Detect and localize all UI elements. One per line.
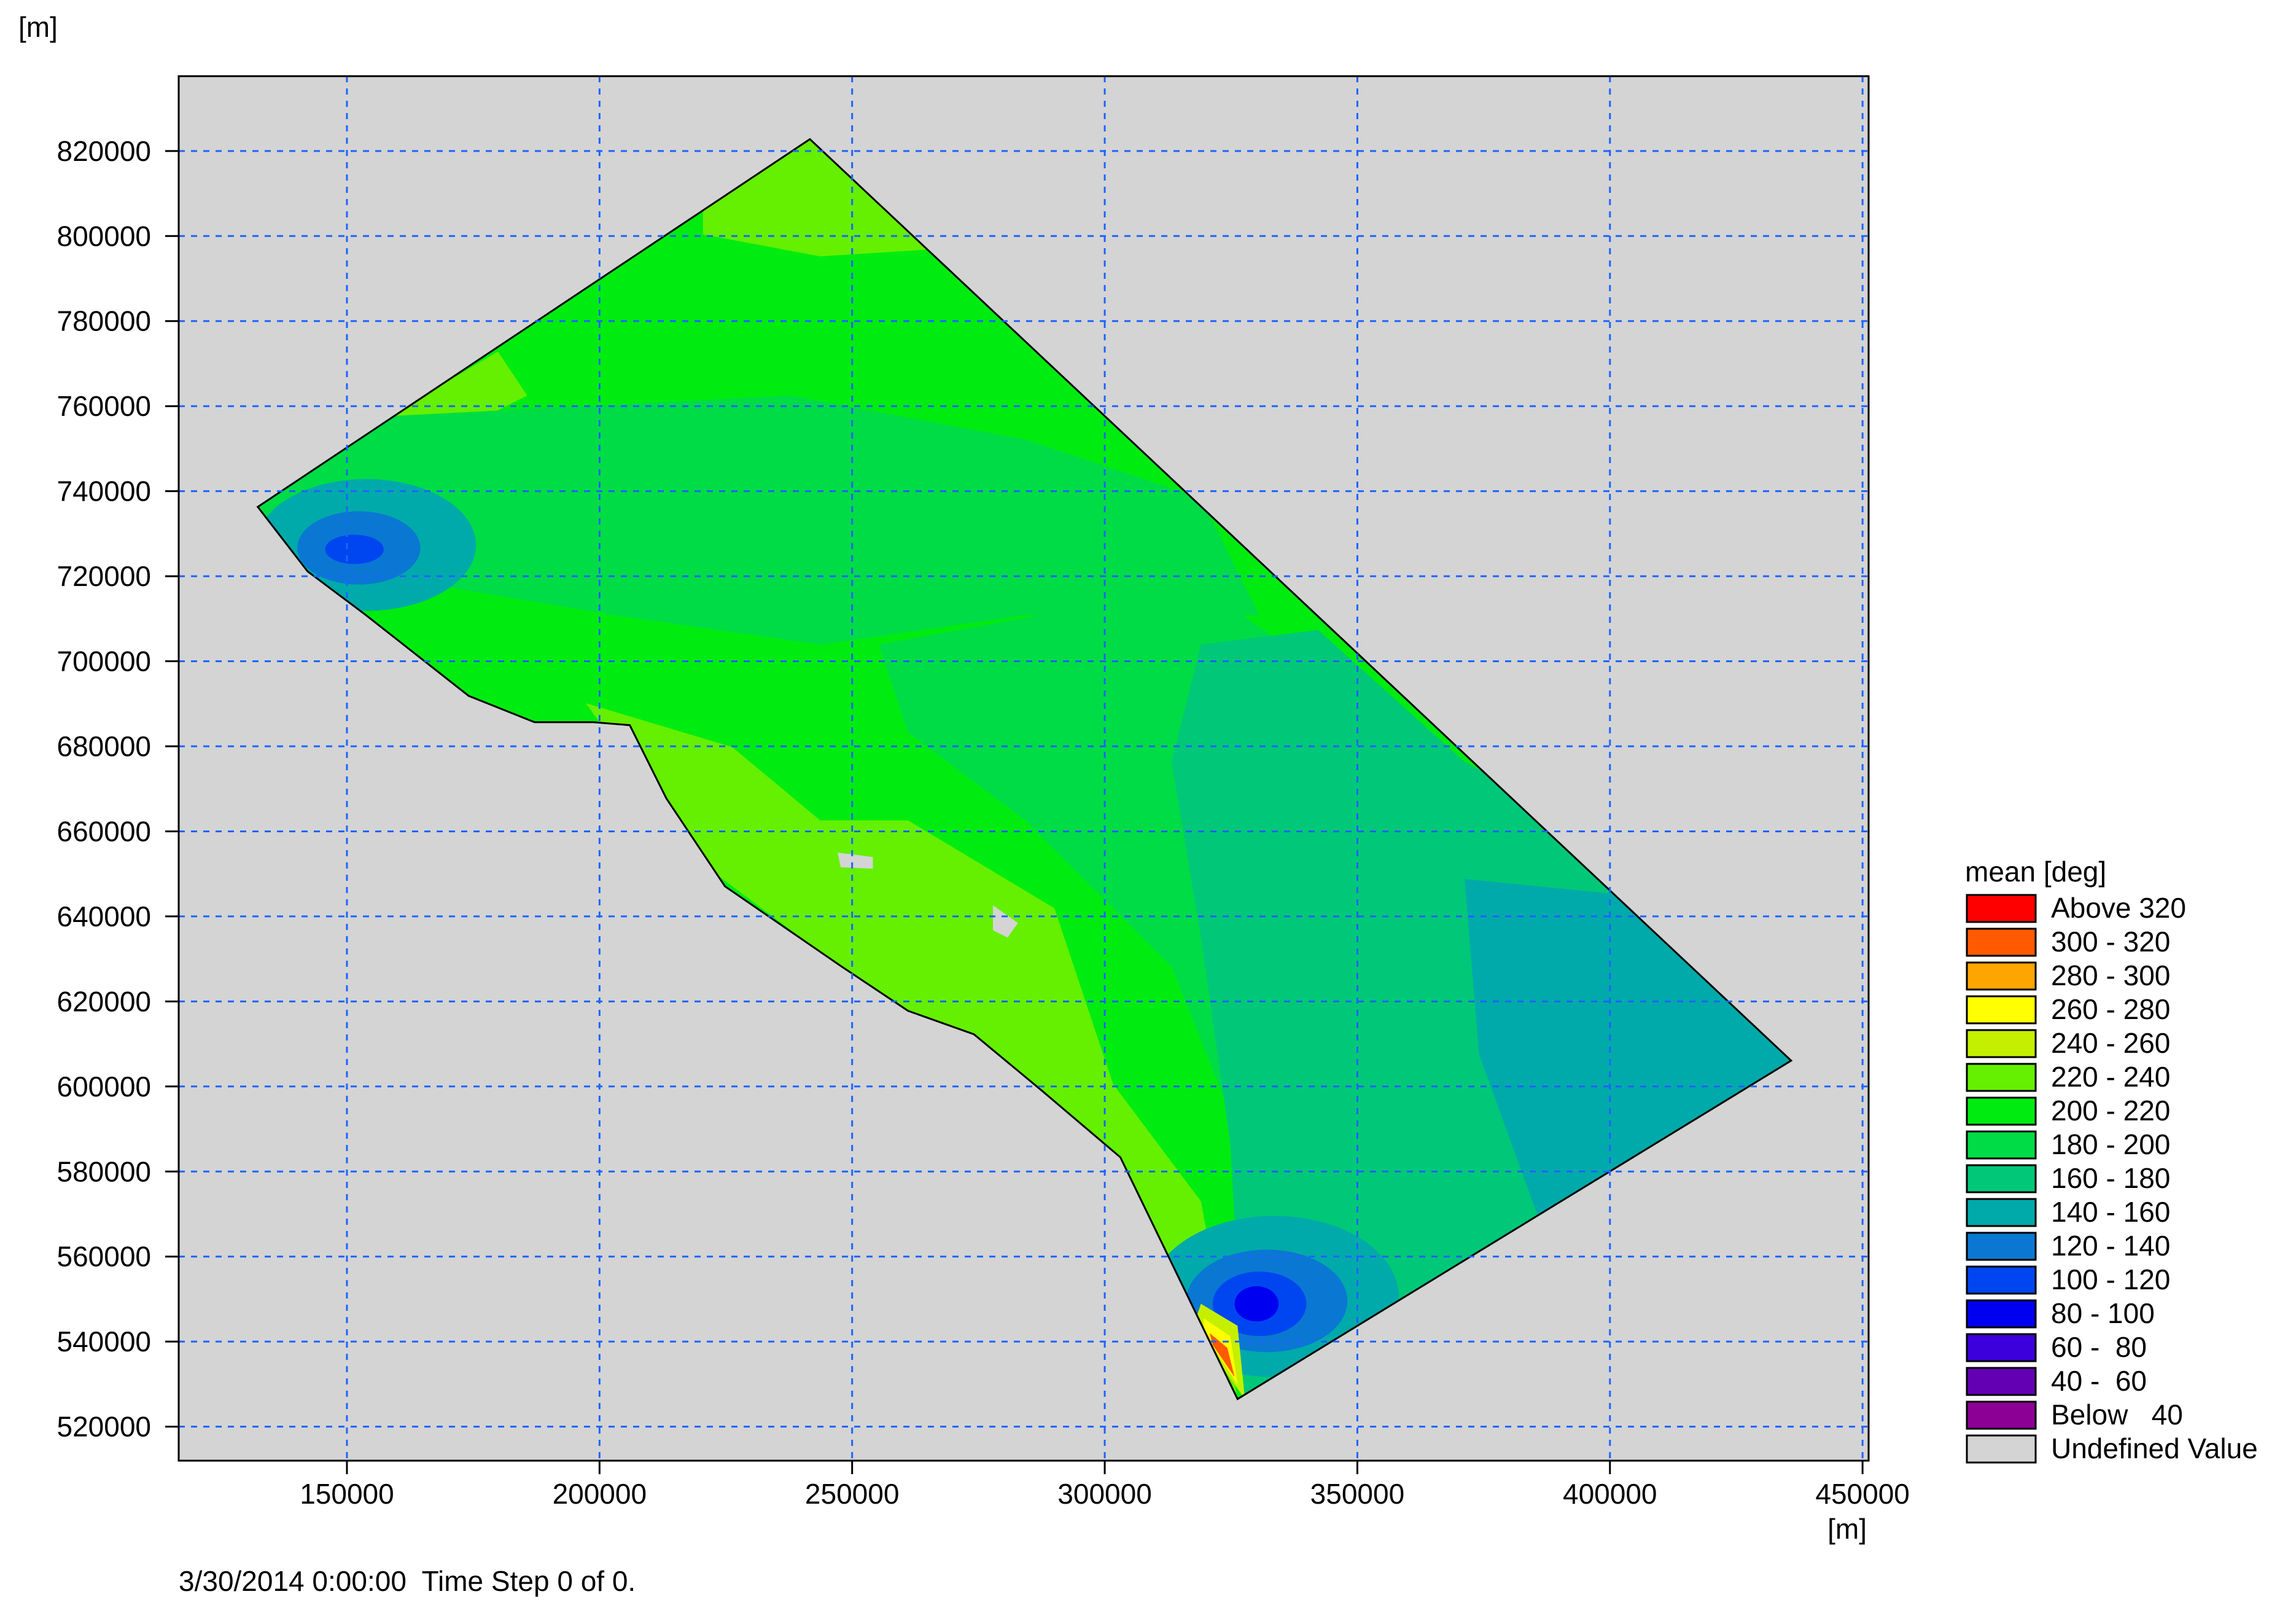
legend-label: 200 - 220 <box>2051 1095 2170 1127</box>
domain-outline <box>256 138 1793 1400</box>
y-tick-label: 780000 <box>57 305 152 337</box>
legend-label: 60 - 80 <box>2051 1331 2147 1363</box>
y-tick-label: 760000 <box>57 390 152 422</box>
contour-region <box>257 395 1260 645</box>
contour-region <box>838 853 873 869</box>
legend-label: 220 - 240 <box>2051 1061 2170 1093</box>
x-tick-label: 300000 <box>1057 1478 1152 1510</box>
legend-label: Above 320 <box>2051 892 2186 924</box>
legend-label: 140 - 160 <box>2051 1196 2170 1228</box>
y-tick-label: 740000 <box>57 475 152 507</box>
legend-swatch <box>1966 1130 2037 1160</box>
x-tick-label: 350000 <box>1310 1478 1405 1510</box>
legend-swatch <box>1966 1096 2037 1126</box>
y-axis-label: [m] <box>18 11 58 43</box>
y-tick-label: 540000 <box>57 1326 152 1357</box>
legend-swatch <box>1966 1333 2037 1362</box>
grid <box>179 76 1869 1461</box>
x-tick-label: 450000 <box>1815 1478 1910 1510</box>
legend-swatch <box>1966 1299 2037 1329</box>
legend-swatch <box>1966 1367 2037 1396</box>
legend-label: 40 - 60 <box>2051 1365 2147 1397</box>
y-tick-label: 820000 <box>57 135 152 167</box>
y-tick-label: 520000 <box>57 1411 152 1443</box>
legend-swatch <box>1966 894 2037 923</box>
x-tick-label: 250000 <box>805 1478 900 1510</box>
x-tick-label: 150000 <box>300 1478 394 1510</box>
y-tick-label: 800000 <box>57 220 152 252</box>
y-tick-label: 660000 <box>57 815 152 847</box>
legend-swatch <box>1966 1265 2037 1295</box>
legend-label: 180 - 200 <box>2051 1128 2170 1160</box>
legend-label: Undefined Value <box>2051 1432 2258 1464</box>
legend-swatch <box>1966 1063 2037 1092</box>
legend-swatch <box>1966 995 2037 1025</box>
legend-swatch <box>1966 1164 2037 1193</box>
y-tick-label: 600000 <box>57 1071 152 1103</box>
x-axis-label: [m] <box>1827 1513 1867 1545</box>
legend-label: 100 - 120 <box>2051 1263 2170 1295</box>
contour-region <box>325 534 384 564</box>
legend-title: mean [deg] <box>1965 856 2106 888</box>
y-tick-label: 640000 <box>57 900 152 932</box>
legend-label: 80 - 100 <box>2051 1297 2155 1329</box>
contour-region <box>993 905 1018 938</box>
y-tick-label: 700000 <box>57 646 152 678</box>
legend-label: 120 - 140 <box>2051 1230 2170 1262</box>
legend-label: 260 - 280 <box>2051 993 2170 1025</box>
plot-frame <box>177 75 1870 1462</box>
legend-label: 240 - 260 <box>2051 1027 2170 1059</box>
legend-label: 160 - 180 <box>2051 1162 2170 1194</box>
legend-swatch <box>1966 1198 2037 1227</box>
y-tick-label: 580000 <box>57 1155 152 1187</box>
legend-swatch <box>1966 1434 2037 1464</box>
legend-swatch <box>1966 1029 2037 1058</box>
contour-region <box>1234 1286 1279 1322</box>
legend-swatch <box>1966 1400 2037 1430</box>
legend-swatch <box>1966 928 2037 957</box>
legend-label: Below 40 <box>2051 1399 2183 1431</box>
y-tick-label: 680000 <box>57 730 152 762</box>
contour-region <box>586 703 1238 1399</box>
y-tick-label: 720000 <box>57 560 152 592</box>
contour-region <box>1465 879 1791 1216</box>
legend-swatch <box>1966 1232 2037 1261</box>
contour-region <box>1210 1333 1235 1377</box>
footer: 3/30/2014 0:00:00 Time Step 0 of 0. <box>179 1565 636 1597</box>
x-tick-label: 400000 <box>1563 1478 1657 1510</box>
y-tick-label: 620000 <box>57 985 152 1017</box>
legend-label: 300 - 320 <box>2051 926 2170 958</box>
y-tick-label: 560000 <box>57 1241 152 1273</box>
x-tick-label: 200000 <box>553 1478 647 1510</box>
legend-swatch <box>1966 961 2037 991</box>
legend-label: 280 - 300 <box>2051 959 2170 991</box>
